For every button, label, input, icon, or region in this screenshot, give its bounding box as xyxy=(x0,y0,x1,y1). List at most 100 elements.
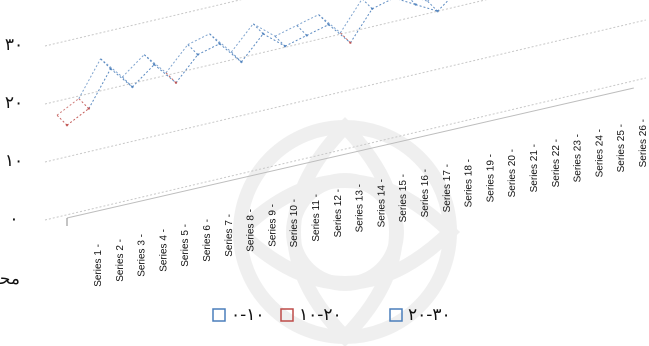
y-tick-label: ۰ xyxy=(9,209,18,229)
legend: ۰-۱۰ ۱۰-۲۰ ۲۰-۳۰ xyxy=(212,305,451,325)
surface-back-segment xyxy=(56,98,80,116)
surface-back-segment xyxy=(296,14,319,26)
surface-rung xyxy=(143,54,155,65)
surface-back-segment xyxy=(209,33,232,53)
gridline xyxy=(44,0,242,47)
surface-back-segment xyxy=(78,58,102,99)
surface-marks xyxy=(56,0,450,127)
legend-item: ۱۰-۲۰ xyxy=(280,305,342,325)
x-tick-label: Series 25 - xyxy=(616,124,627,172)
surface-rung xyxy=(56,114,68,126)
surface-rung xyxy=(362,0,373,10)
x-tick-label: Series 12 - xyxy=(333,189,344,237)
x-tick-label: Series 8 - xyxy=(246,209,257,252)
x-axis-ticks: Series 1 - Series 2 - Series 3 - Series 4 -… xyxy=(93,119,649,287)
surface-front-segment xyxy=(219,43,242,63)
x-tick-label: Series 5 - xyxy=(180,224,191,267)
x-tick-label: Series 13 - xyxy=(355,184,366,232)
surface-back-segment xyxy=(427,0,430,2)
y-axis-ticks: ۰ ۱۰ ۲۰ ۳۰ xyxy=(5,35,23,229)
legend-swatch xyxy=(389,308,403,322)
legend-label: ۲۰-۳۰ xyxy=(408,305,451,325)
surface-front-segment xyxy=(110,68,133,88)
x-tick-label: Series 17 - xyxy=(442,164,453,212)
x-tick-label: Series 11 - xyxy=(311,194,322,242)
x-tick-label: Series 14 - xyxy=(376,179,387,227)
surface-rung xyxy=(78,98,90,109)
surface-rung xyxy=(100,58,111,70)
surface-point xyxy=(283,45,287,48)
surface-rung xyxy=(318,14,329,25)
surface-back-segment xyxy=(252,23,276,37)
legend-label: ۰-۱۰ xyxy=(231,305,265,325)
surface-point xyxy=(87,107,91,110)
surface-point xyxy=(153,63,156,66)
depth-grid xyxy=(56,0,438,126)
surface-front-segment xyxy=(328,24,351,44)
x-tick-label: Series 2 - xyxy=(115,239,126,282)
x-tick-label: Series 7 - xyxy=(224,214,235,257)
surface-point xyxy=(305,34,308,37)
gridline xyxy=(44,77,646,221)
surface-point xyxy=(414,3,417,6)
surface-front-segment xyxy=(197,43,220,56)
x-tick-label: Series 18 - xyxy=(464,159,475,207)
surface-point xyxy=(349,41,352,44)
surface-point xyxy=(218,42,221,45)
surface-front-segment xyxy=(284,34,308,47)
surface-point xyxy=(262,32,265,35)
surface-back-segment xyxy=(339,0,363,34)
surface-back-segment xyxy=(318,14,341,34)
surface-front-segment xyxy=(306,24,329,36)
x-tick-label: Series 24 - xyxy=(594,129,605,177)
surface-back-segment xyxy=(274,24,298,37)
x-tick-label: Series 16 - xyxy=(420,169,431,217)
y-tick-label: ۲۰ xyxy=(5,93,23,113)
surface-rung xyxy=(209,33,220,45)
gridline xyxy=(44,0,488,105)
x-tick-label: Series 10 - xyxy=(289,199,300,247)
y-tick-label: ۱۰ xyxy=(5,151,23,171)
surface-front-segment xyxy=(153,64,177,84)
x-tick-label: Series 6 - xyxy=(202,219,213,262)
surface-front-segment xyxy=(349,8,373,44)
surface-back-segment xyxy=(187,33,210,46)
x-tick-label: Series 3 - xyxy=(137,234,148,277)
legend-item: ۲۰-۳۰ xyxy=(389,305,451,325)
x-axis-title: محیط زیست xyxy=(0,269,20,289)
legend-swatch xyxy=(280,308,294,322)
surface-rung xyxy=(340,32,351,44)
surface-back-segment xyxy=(100,58,123,78)
surface-point xyxy=(327,23,330,26)
gridlines xyxy=(44,0,646,226)
x-axis-label: محیط زیست xyxy=(0,269,20,289)
watermark xyxy=(229,116,461,346)
surface-rung xyxy=(274,35,286,47)
surface-point xyxy=(174,81,178,85)
surface-back-segment xyxy=(165,44,189,74)
legend-swatch xyxy=(212,308,226,322)
surface-point xyxy=(436,10,439,13)
surface-point xyxy=(65,124,69,127)
surface-front-segment xyxy=(371,0,392,10)
x-tick-label: Series 9 - xyxy=(267,204,278,247)
surface-point xyxy=(196,53,199,56)
surface-rung xyxy=(187,44,199,55)
surface-point xyxy=(371,7,374,10)
x-tick-label: Series 22 - xyxy=(551,139,562,187)
surface-front-segment xyxy=(241,33,264,63)
surface-back-segment xyxy=(231,23,254,53)
surface-point xyxy=(109,67,112,71)
surface-front-segment xyxy=(262,33,286,47)
surface-back-segment xyxy=(122,54,145,78)
surface-front-segment xyxy=(66,108,90,126)
x-tick-label: Series 21 - xyxy=(529,144,540,192)
x-axis-line xyxy=(66,87,634,219)
x-tick-label: Series 23 - xyxy=(573,134,584,182)
gridline xyxy=(44,19,646,163)
surface-front-segment xyxy=(132,64,155,88)
y-tick-label: ۳۰ xyxy=(5,35,23,55)
x-tick-label: Series 20 - xyxy=(507,149,518,197)
x-tick-label: Series 4 - xyxy=(158,229,169,272)
